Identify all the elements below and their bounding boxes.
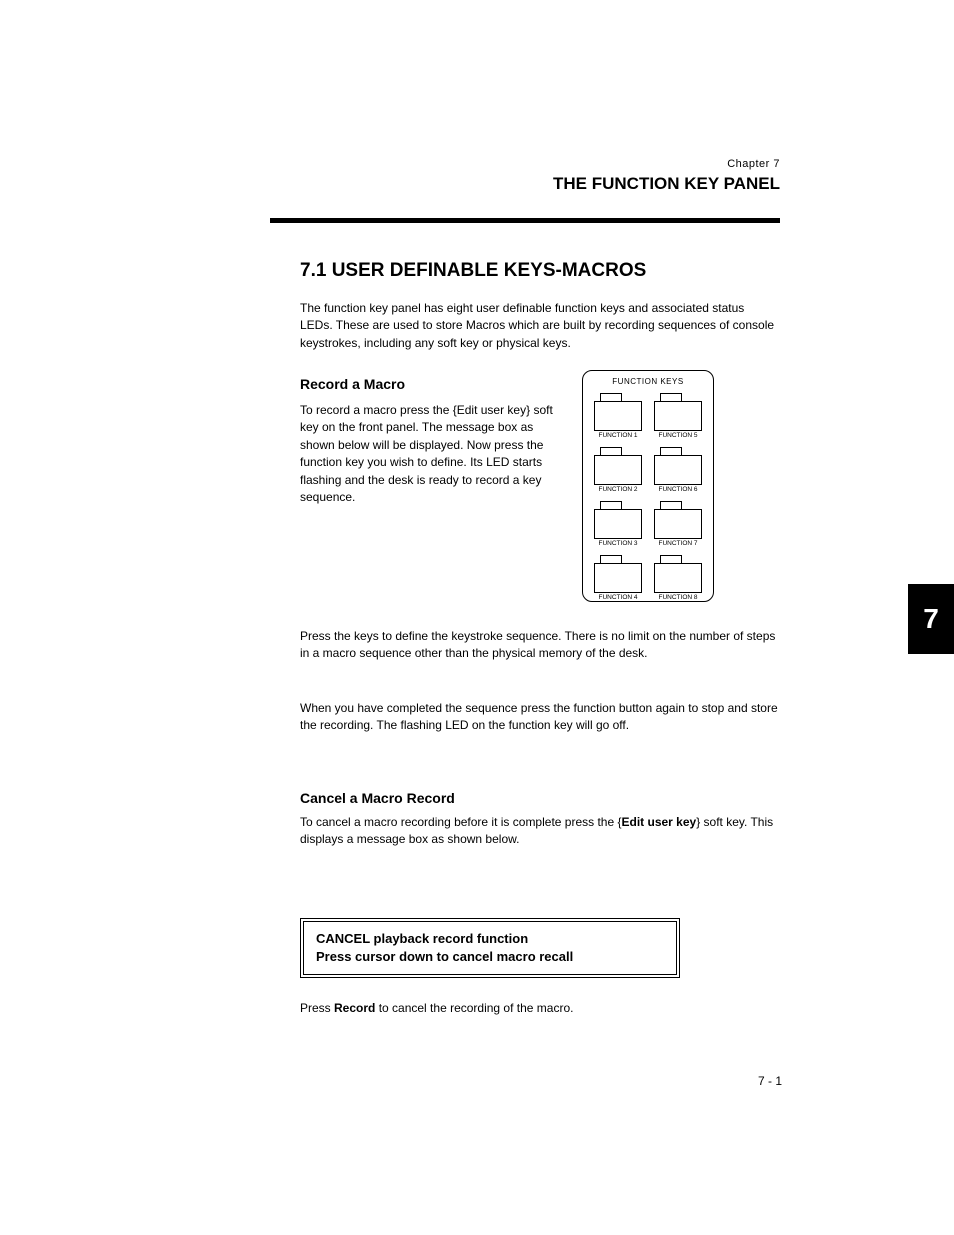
function-key-3-label: FUNCTION 3 bbox=[594, 541, 642, 548]
function-key-8-label: FUNCTION 8 bbox=[654, 595, 702, 602]
function-key-4: FUNCTION 4 bbox=[594, 555, 644, 597]
body-paragraph-4: Press Record to cancel the recording of … bbox=[300, 1000, 780, 1017]
subhead-record-macro: Record a Macro bbox=[300, 376, 405, 392]
function-key-3: FUNCTION 3 bbox=[594, 501, 644, 543]
function-key-4-label: FUNCTION 4 bbox=[594, 595, 642, 602]
function-key-5-label: FUNCTION 5 bbox=[654, 433, 702, 440]
header-rule bbox=[270, 218, 780, 223]
page-number: 7 - 1 bbox=[758, 1074, 782, 1088]
b4-post: to cancel the recording of the macro. bbox=[375, 1001, 573, 1015]
cancel-body-pre: To cancel a macro recording before it is… bbox=[300, 815, 617, 829]
function-key-8: FUNCTION 8 bbox=[654, 555, 704, 597]
record-macro-body: To record a macro press the {Edit user k… bbox=[300, 402, 555, 506]
chapter-tab: 7 bbox=[908, 584, 954, 654]
function-key-6-label: FUNCTION 6 bbox=[654, 487, 702, 494]
function-key-2-label: FUNCTION 2 bbox=[594, 487, 642, 494]
chapter-label: Chapter 7 bbox=[270, 158, 780, 170]
body-paragraph-1: Press the keys to define the keystroke s… bbox=[300, 628, 780, 663]
function-key-7-label: FUNCTION 7 bbox=[654, 541, 702, 548]
function-key-panel: FUNCTION KEYS FUNCTION 1 FUNCTION 5 FUNC… bbox=[582, 370, 714, 602]
subhead-cancel-macro: Cancel a Macro Record bbox=[300, 790, 455, 806]
cancel-macro-body: To cancel a macro recording before it is… bbox=[300, 814, 780, 849]
function-key-1: FUNCTION 1 bbox=[594, 393, 644, 435]
function-key-5: FUNCTION 5 bbox=[654, 393, 704, 435]
b4-pre: Press bbox=[300, 1001, 334, 1015]
console-line-2: Press cursor down to cancel macro recall bbox=[316, 948, 664, 966]
body-paragraph-2: When you have completed the sequence pre… bbox=[300, 700, 780, 735]
function-key-2: FUNCTION 2 bbox=[594, 447, 644, 489]
function-key-7: FUNCTION 7 bbox=[654, 501, 704, 543]
record-key-label: Record bbox=[334, 1001, 375, 1015]
console-message-box: CANCEL playback record function Press cu… bbox=[300, 918, 680, 978]
function-key-6: FUNCTION 6 bbox=[654, 447, 704, 489]
edit-user-key-label: Edit user key bbox=[622, 815, 697, 829]
section-heading: 7.1 USER DEFINABLE KEYS-MACROS bbox=[300, 260, 646, 282]
console-line-1: CANCEL playback record function bbox=[316, 930, 664, 948]
section-intro: The function key panel has eight user de… bbox=[300, 300, 780, 352]
function-key-grid: FUNCTION 1 FUNCTION 5 FUNCTION 2 FUNCTIO… bbox=[594, 393, 704, 603]
panel-label: FUNCTION KEYS bbox=[583, 377, 713, 386]
function-key-1-label: FUNCTION 1 bbox=[594, 433, 642, 440]
chapter-title: THE FUNCTION KEY PANEL bbox=[270, 174, 780, 194]
